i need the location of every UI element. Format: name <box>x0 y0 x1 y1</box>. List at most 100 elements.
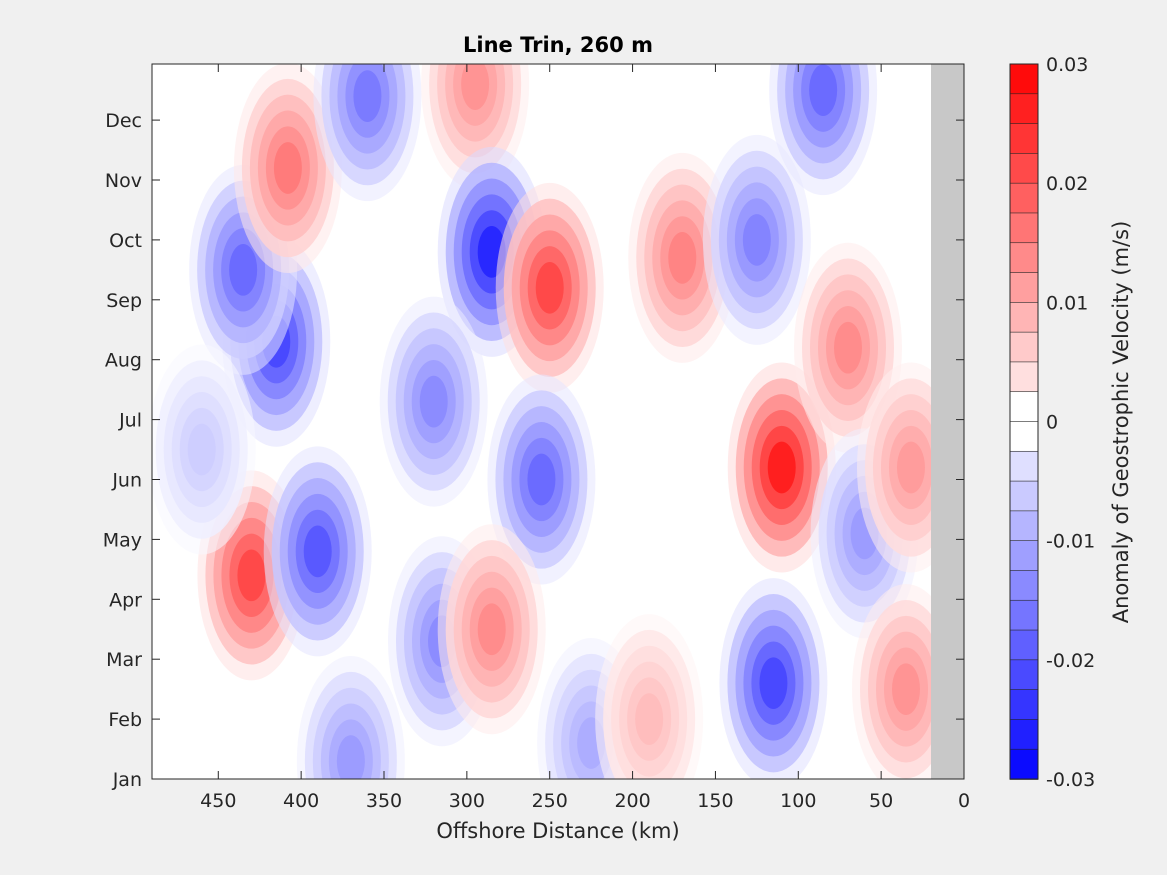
contour-fill <box>273 142 302 194</box>
y-tick-label: May <box>103 529 142 551</box>
contour-fill <box>477 603 506 656</box>
colorbar-segment <box>1009 93 1039 125</box>
x-axis: 450 400 350 300 250 200 150 100 50 0 <box>200 64 970 812</box>
colorbar-frame <box>1009 63 1039 780</box>
colorbar-segment <box>1009 480 1039 512</box>
y-tick-label: Jun <box>111 470 142 492</box>
anomaly-blob <box>437 524 546 735</box>
colorbar-segment <box>1009 450 1039 482</box>
no-data-region <box>931 64 964 779</box>
contour-fill <box>759 657 788 709</box>
y-tick-label: Mar <box>106 649 142 671</box>
colorbar-tick-label: 0 <box>1046 412 1058 434</box>
colorbar-segment <box>1009 570 1039 602</box>
colorbar-segment <box>1009 599 1039 631</box>
y-tick-label: Nov <box>105 170 142 192</box>
contour-fill <box>635 693 664 745</box>
contour-fill <box>535 261 564 314</box>
colorbar-segment <box>1009 540 1039 572</box>
colorbar-segment <box>1009 242 1039 274</box>
colorbar-tick-label: 0.03 <box>1046 54 1088 76</box>
contour-fill <box>419 375 448 428</box>
anomaly-blob <box>379 296 488 507</box>
x-tick-label: 250 <box>532 790 568 812</box>
anomaly-blob <box>495 182 604 393</box>
contour-fill <box>896 441 925 494</box>
colorbar-segment <box>1009 361 1039 393</box>
x-tick-label: 100 <box>780 790 816 812</box>
y-tick-label: Sep <box>106 290 142 312</box>
colorbar-segment <box>1009 421 1039 453</box>
x-tick-label: 200 <box>614 790 650 812</box>
plot-area <box>152 64 964 779</box>
colorbar-segment <box>1009 63 1039 95</box>
y-tick-label: Apr <box>109 589 142 611</box>
contour-fill <box>527 453 556 506</box>
x-tick-label: 400 <box>283 790 319 812</box>
anomaly-blob <box>263 446 372 657</box>
x-tick-label: 150 <box>697 790 733 812</box>
anomaly-blob <box>719 578 828 779</box>
colorbar-tick-label: 0.01 <box>1046 292 1088 314</box>
anomaly-blob <box>296 656 405 779</box>
colorbar-segment <box>1009 153 1039 184</box>
colorbar-segment <box>1009 331 1039 363</box>
colorbar-segment <box>1009 123 1039 155</box>
colorbar-label: Anomaly of Geostrophic Velocity (m/s) <box>1109 221 1133 624</box>
anomaly-blob <box>233 64 342 273</box>
anomaly-blob <box>487 374 596 585</box>
colorbar-tick-label: -0.03 <box>1046 769 1095 791</box>
colorbar-segment <box>1009 748 1039 780</box>
colorbar-segment <box>1009 272 1039 304</box>
contour-fill <box>767 441 796 494</box>
x-tick-label: 350 <box>366 790 402 812</box>
y-tick-label: Feb <box>108 709 142 731</box>
contour-fill <box>187 423 216 476</box>
x-tick-label: 0 <box>958 790 970 812</box>
anomaly-blob <box>152 344 256 555</box>
y-tick-label: Oct <box>109 230 142 252</box>
x-tick-label: 450 <box>200 790 236 812</box>
contour-fill <box>892 663 920 715</box>
colorbar-tick-label: -0.02 <box>1046 650 1095 672</box>
contour-fill <box>668 232 697 284</box>
contour-fill <box>229 244 258 296</box>
contour-fill <box>461 64 490 110</box>
plot-frame <box>151 63 965 780</box>
anomaly-blob <box>595 614 704 779</box>
y-tick-label: Jul <box>118 410 142 432</box>
contour-fill <box>303 525 332 578</box>
y-tick-label: Jan <box>112 769 142 791</box>
contour-fill <box>834 321 862 374</box>
anomaly-blob <box>769 64 878 196</box>
anomaly-blob <box>313 64 422 202</box>
y-tick-label: Dec <box>105 110 142 132</box>
chart-title: Line Trin, 260 m <box>463 33 653 57</box>
x-tick-label: 50 <box>869 790 893 812</box>
colorbar-segment <box>1009 182 1039 214</box>
x-axis-label: Offshore Distance (km) <box>436 819 679 843</box>
contour-fill <box>237 549 266 602</box>
y-tick-label: Aug <box>105 350 142 372</box>
colorbar-tick-label: -0.01 <box>1046 531 1095 553</box>
contour-fill <box>742 214 771 266</box>
x-tick-label: 300 <box>449 790 485 812</box>
colorbar-segment <box>1009 212 1039 244</box>
colorbar-segment <box>1009 302 1039 333</box>
colorbar-segment <box>1009 719 1039 751</box>
contour-fill <box>353 70 382 122</box>
contour-fill <box>336 735 365 779</box>
colorbar: 0.03 0.02 0.01 0 -0.01 -0.02 -0.03 <box>1009 54 1095 791</box>
colorbar-tick-label: 0.02 <box>1046 173 1088 195</box>
anomaly-blob <box>437 146 546 357</box>
contour-fill <box>809 64 838 116</box>
colorbar-segment <box>1009 391 1039 423</box>
colorbar-segment <box>1009 510 1039 542</box>
anomaly-blob <box>794 242 902 453</box>
colorbar-segment <box>1009 659 1039 691</box>
anomaly-blob <box>702 134 811 345</box>
colorbar-segment <box>1009 629 1039 661</box>
y-axis: Jan Feb Mar Apr May Jun Jul Aug Sep Oct Nov Dec <box>103 110 964 791</box>
colorbar-segment <box>1009 689 1039 721</box>
